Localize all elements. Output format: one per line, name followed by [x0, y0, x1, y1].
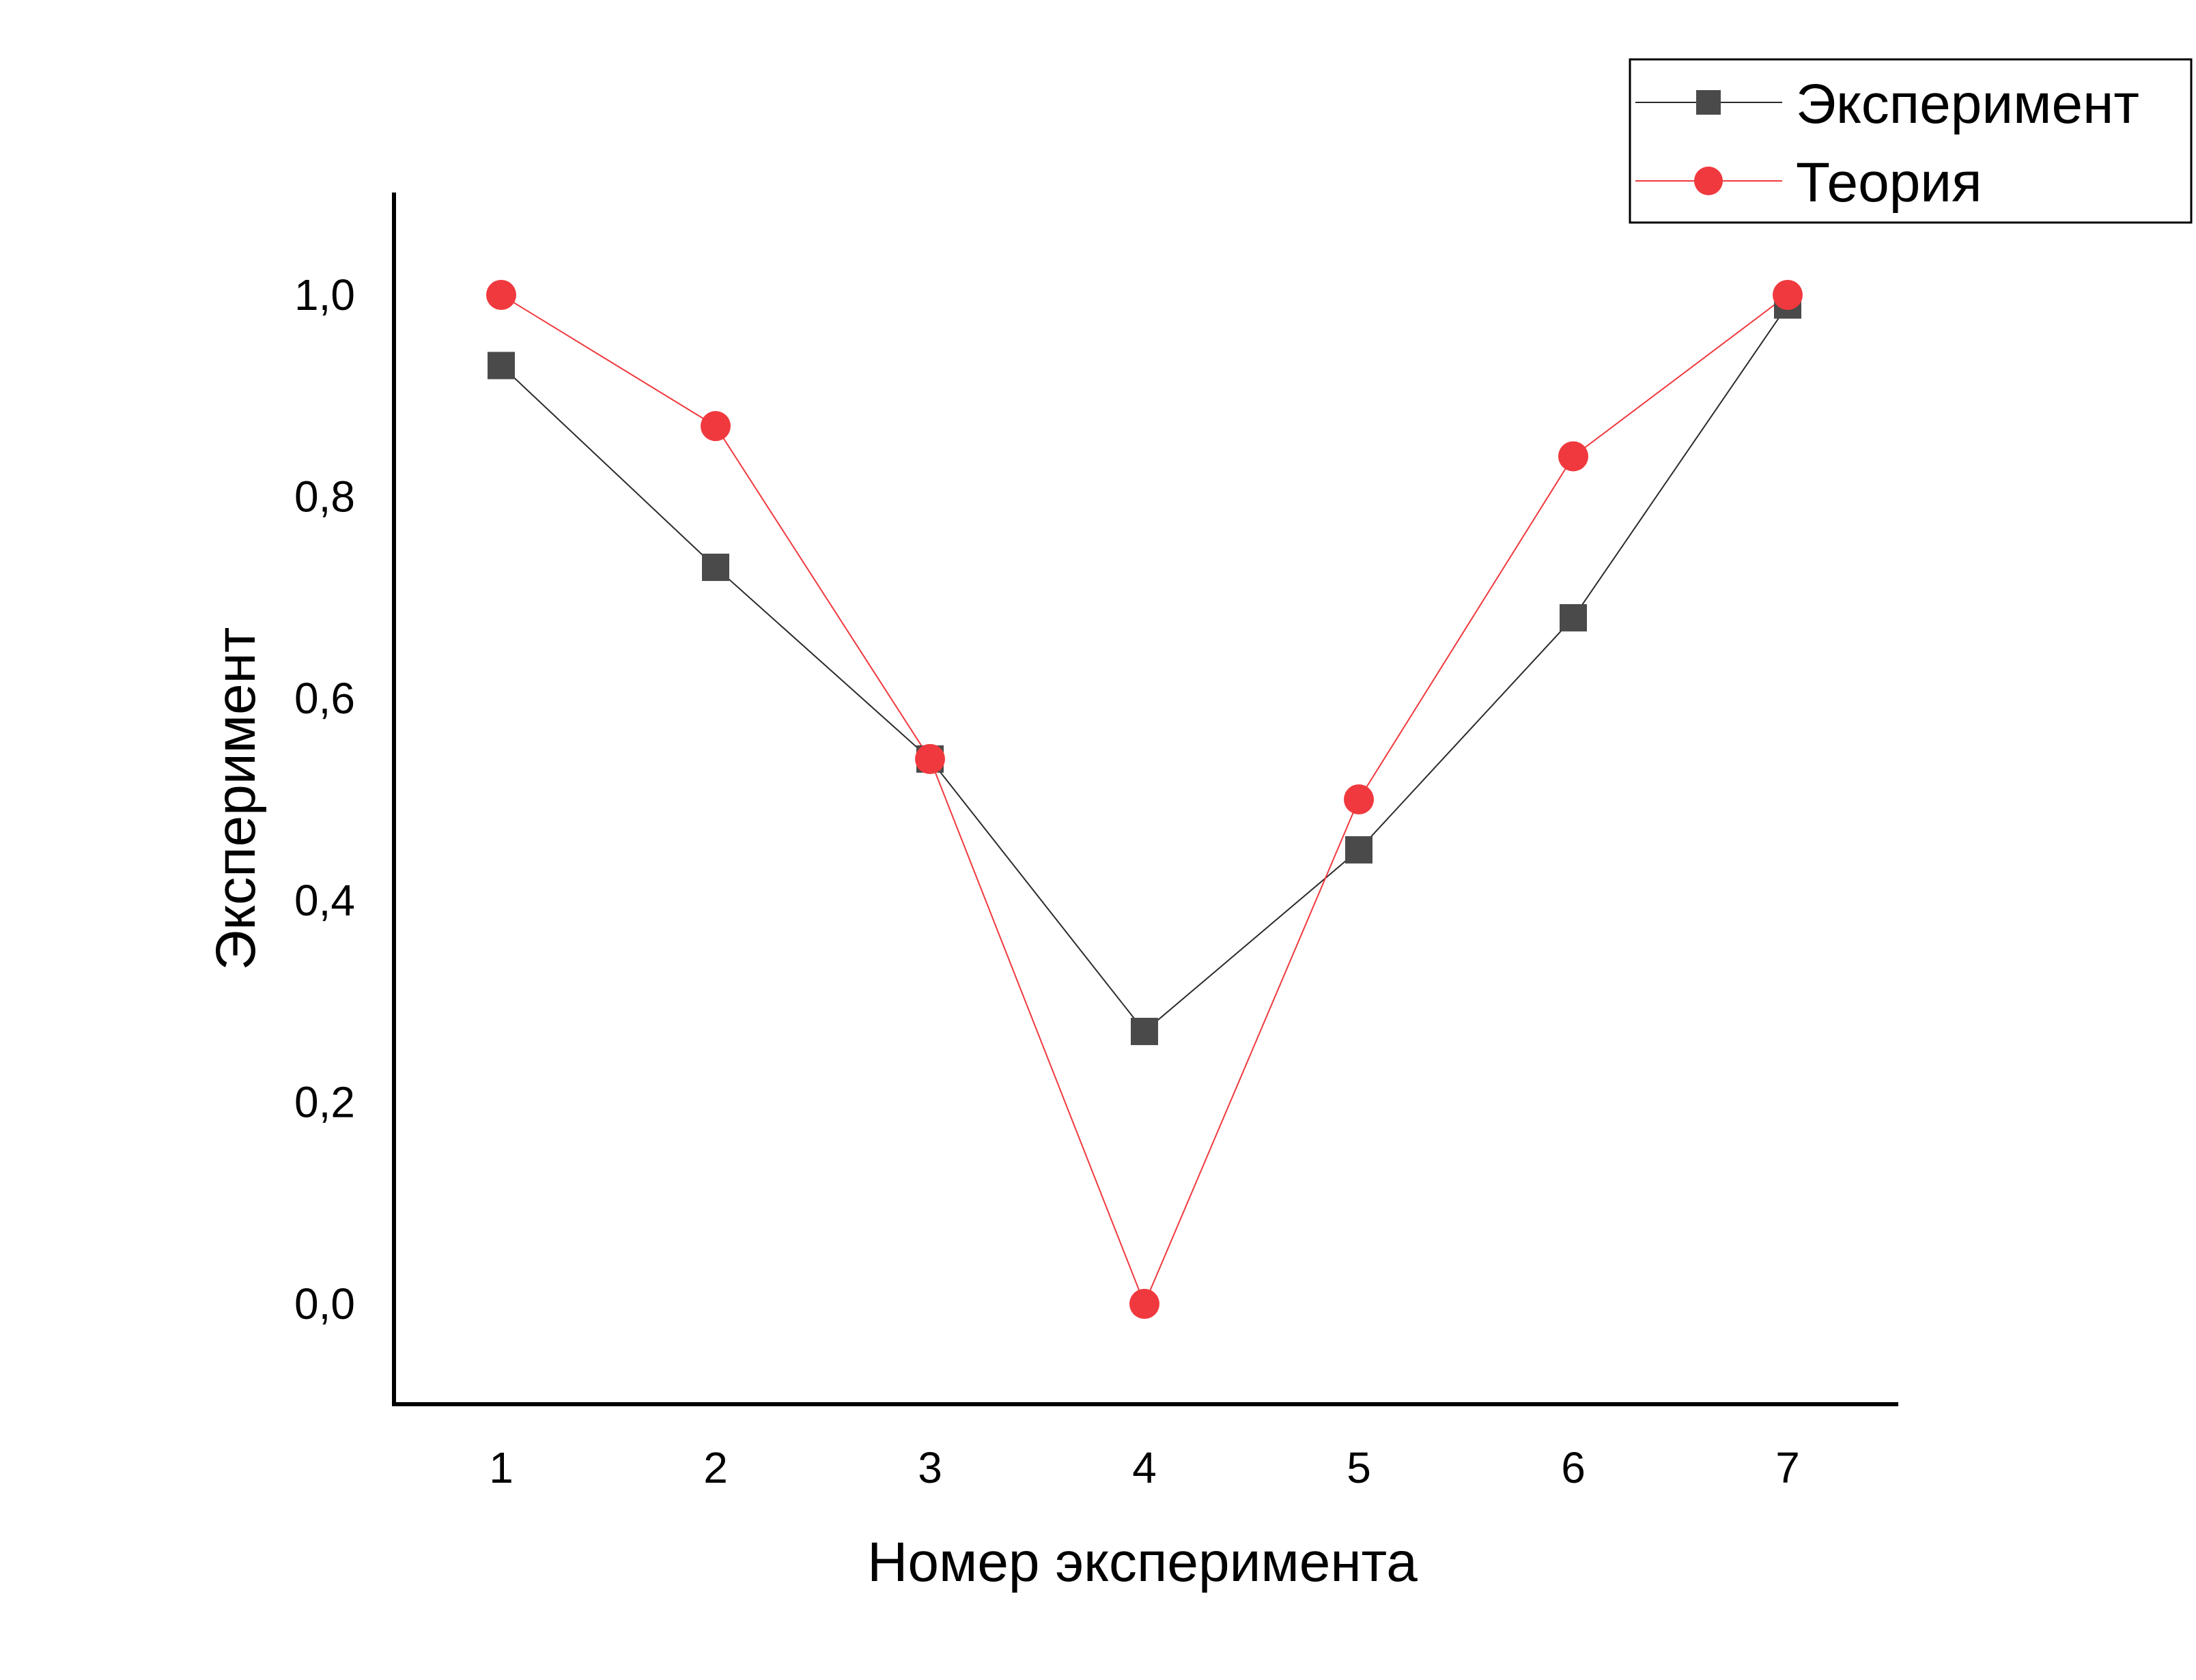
data-point-theory [701, 411, 731, 442]
data-point-experiment [488, 352, 515, 380]
x-tick-label: 4 [1132, 1443, 1157, 1492]
data-point-theory [1558, 441, 1588, 472]
y-tick-label: 0,0 [294, 1279, 355, 1328]
x-tick-label: 1 [489, 1443, 513, 1492]
x-tick-label: 3 [918, 1443, 942, 1492]
x-tick-label: 5 [1347, 1443, 1371, 1492]
plot-area [486, 280, 1803, 1319]
series-line-experiment [501, 304, 1788, 1033]
legend-box [1629, 58, 2193, 224]
x-axis-title: Номер эксперимента [867, 1531, 1418, 1593]
y-tick-labels: 0,0 0,2 0,4 0,6 0,8 1,0 [294, 270, 355, 1328]
y-tick-label: 0,8 [294, 472, 355, 522]
data-point-theory [1129, 1289, 1159, 1319]
y-tick-label: 0,6 [294, 674, 355, 723]
data-point-theory [1344, 784, 1374, 814]
data-point-experiment [1560, 603, 1587, 631]
x-tick-label: 6 [1561, 1443, 1586, 1492]
legend: Эксперимент Теория [1629, 58, 2193, 224]
legend-label-experiment: Эксперимент [1796, 73, 2139, 135]
data-point-experiment [1131, 1017, 1158, 1045]
data-point-experiment [1345, 836, 1372, 864]
y-axis-title: Эксперимент [205, 627, 267, 971]
series-line-theory [501, 294, 1788, 1306]
x-tick-label: 7 [1775, 1443, 1800, 1492]
x-tick-labels: 1 2 3 4 5 6 7 [489, 1443, 1800, 1492]
data-point-experiment [702, 554, 729, 582]
data-point-theory [1773, 280, 1803, 310]
axes [392, 193, 1898, 1406]
x-tick-label: 2 [703, 1443, 728, 1492]
y-tick-label: 0,2 [294, 1077, 355, 1126]
y-tick-label: 1,0 [294, 270, 355, 319]
data-point-theory [915, 743, 945, 774]
y-tick-label: 0,4 [294, 876, 355, 925]
data-point-theory [486, 280, 516, 310]
legend-marker-experiment [1696, 90, 1721, 115]
legend-label-theory: Теория [1796, 152, 1982, 214]
legend-marker-theory [1694, 167, 1723, 195]
